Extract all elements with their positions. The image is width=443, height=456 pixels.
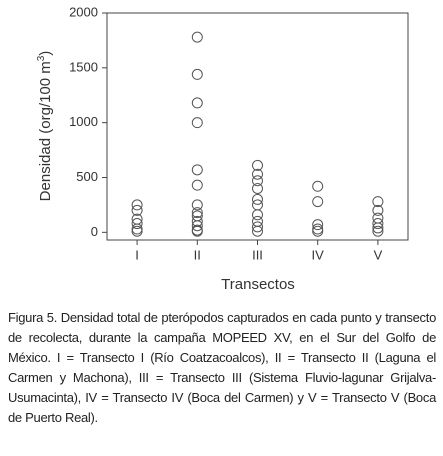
point [131, 225, 143, 237]
y-tick-label: 1500 [69, 59, 98, 74]
point [191, 220, 203, 232]
point [372, 204, 384, 216]
point [131, 218, 143, 230]
point [252, 193, 263, 205]
point [312, 180, 324, 192]
point [312, 196, 324, 208]
point [252, 182, 263, 194]
x-tick-label: IV [312, 247, 325, 262]
point [372, 222, 384, 234]
point [191, 164, 203, 176]
point [131, 199, 143, 211]
x-tick-label: III [252, 247, 263, 262]
point [252, 168, 263, 180]
point [191, 199, 203, 211]
point [312, 223, 324, 235]
point [252, 175, 263, 187]
x-tick-label: V [374, 247, 383, 262]
point [372, 196, 384, 208]
point [191, 179, 203, 191]
x-tick-label: I [135, 247, 139, 262]
point [191, 207, 203, 219]
y-tick-label: 500 [76, 169, 98, 184]
point [372, 225, 384, 237]
x-tick-label: II [194, 247, 201, 262]
y-axis-label-sup: 3 [36, 55, 47, 61]
point [312, 219, 324, 231]
y-tick-label: 0 [91, 224, 98, 239]
y-tick-label: 1000 [69, 114, 98, 129]
y-axis-label-end: ) [37, 51, 54, 56]
y-tick-label: 2000 [69, 4, 98, 19]
point [372, 218, 384, 230]
point [252, 209, 263, 221]
y-axis-label: Densidad (org/100 m3) [36, 51, 54, 202]
x-axis-label: Transectos [221, 276, 295, 293]
chart: Transectos Densidad (org/100 m3) 0 500 100… [36, 4, 409, 293]
point [252, 221, 263, 233]
point [191, 31, 203, 43]
point [191, 97, 203, 109]
caption: Figura 5. Densidad total de pterópodos c… [8, 310, 436, 425]
point [191, 225, 203, 237]
point [191, 117, 203, 129]
point [191, 68, 203, 80]
point [252, 159, 263, 171]
point [252, 225, 263, 237]
point [312, 225, 324, 237]
point [131, 204, 143, 216]
y-axis-label-text: Densidad (org/100 m [37, 61, 54, 201]
plot-frame [106, 12, 409, 241]
